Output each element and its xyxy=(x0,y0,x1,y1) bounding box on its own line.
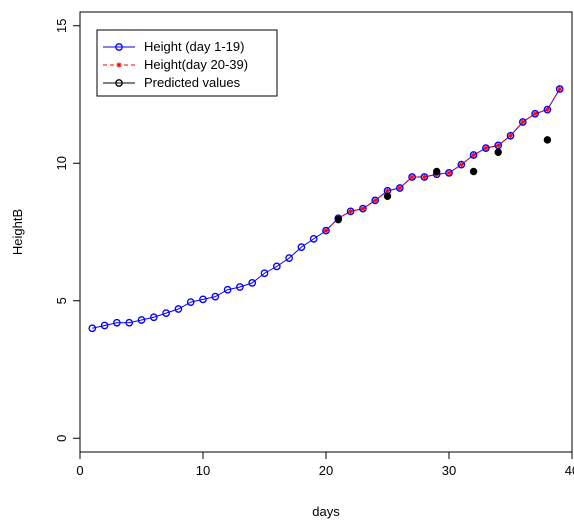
series-1-point xyxy=(174,305,183,313)
series-3-point xyxy=(494,148,502,156)
legend-box xyxy=(96,29,278,97)
series-1-point xyxy=(115,43,123,51)
legend-label-series-1: Height (day 1-19) xyxy=(144,39,244,54)
series-1-point xyxy=(260,269,269,278)
series-1-point xyxy=(543,105,552,114)
series-2-point xyxy=(458,162,464,168)
series-1-point xyxy=(248,279,257,287)
series-1-point xyxy=(371,196,380,205)
series-1-point xyxy=(395,184,404,192)
x-axis-ticks: 0 10 20 30 40 xyxy=(76,452,574,478)
series-1-point xyxy=(149,313,158,322)
series-2-point xyxy=(116,62,122,68)
series-1-point xyxy=(531,109,539,118)
series-3-point xyxy=(543,136,552,144)
y-tick-label: 15 xyxy=(54,19,69,33)
series-1-point xyxy=(199,295,207,304)
series-1-point xyxy=(322,226,330,235)
x-tick-label: 30 xyxy=(442,463,456,478)
series-2-point xyxy=(409,174,415,180)
series-1-point xyxy=(285,254,293,262)
series-2-point xyxy=(557,86,563,92)
series-1-point xyxy=(88,324,97,333)
series-1-point xyxy=(272,262,281,271)
series-1-point xyxy=(100,321,109,330)
series-1-point xyxy=(186,298,195,306)
series-3-point xyxy=(115,79,123,87)
legend-label-series-2: Height(day 20-39) xyxy=(144,57,248,72)
series-1-point xyxy=(518,118,527,126)
series-1-point xyxy=(162,309,170,317)
series-2-point xyxy=(495,142,501,148)
series-2-point xyxy=(483,145,489,151)
series-2-point xyxy=(507,133,514,139)
series-2-point xyxy=(360,206,366,212)
series-2-point xyxy=(421,174,427,180)
series-1-point xyxy=(211,292,220,301)
series-2-line xyxy=(325,88,561,231)
legend-keys xyxy=(103,43,135,87)
series-1-point xyxy=(506,131,515,140)
series-2-point xyxy=(544,107,550,113)
legend-label-series-3: Predicted values xyxy=(144,75,241,90)
series-1-point xyxy=(445,169,453,177)
series-1-point xyxy=(555,85,564,93)
series-3-point xyxy=(433,167,441,176)
series-1-point xyxy=(482,144,490,152)
y-axis-ticks: 0 5 10 15 xyxy=(54,19,80,442)
series-2-point xyxy=(471,152,477,158)
series-1-point xyxy=(469,151,478,159)
series-2-point xyxy=(446,170,452,176)
series-2-point xyxy=(372,197,378,203)
y-axis-title: HeightB xyxy=(10,209,25,255)
x-tick-label: 40 xyxy=(565,463,574,478)
series-2-point xyxy=(520,119,526,125)
series-2-point xyxy=(384,188,391,194)
series-1-point xyxy=(457,160,466,169)
y-tick-label: 5 xyxy=(54,297,69,304)
y-tick-label: 10 xyxy=(54,156,69,170)
x-tick-label: 0 xyxy=(76,463,83,478)
series-1-point xyxy=(223,285,232,294)
series-1-point xyxy=(359,204,367,213)
x-axis-title: days xyxy=(312,504,340,519)
y-tick-label: 0 xyxy=(54,435,69,442)
series-2-point xyxy=(323,228,329,234)
series-3-point xyxy=(383,192,392,200)
x-tick-label: 20 xyxy=(319,463,333,478)
series-1-point xyxy=(113,318,121,327)
series-1-point xyxy=(420,173,429,181)
series-1-point xyxy=(125,318,134,327)
series-1-point xyxy=(309,235,318,243)
series-2-point xyxy=(397,185,403,191)
series-1-point xyxy=(346,207,355,216)
x-tick-label: 10 xyxy=(196,463,210,478)
series-3-point xyxy=(469,167,478,176)
series-2-point xyxy=(348,208,354,214)
series-2-point xyxy=(532,111,538,117)
series-1-point xyxy=(297,243,306,251)
series-3-point xyxy=(334,215,342,224)
series-1-point xyxy=(137,316,146,324)
series-1-point xyxy=(408,173,416,181)
legend: Height (day 1-19) Height(day 20-39) Pred… xyxy=(96,29,278,97)
series-layer xyxy=(88,85,564,333)
series-1-point xyxy=(236,283,244,291)
